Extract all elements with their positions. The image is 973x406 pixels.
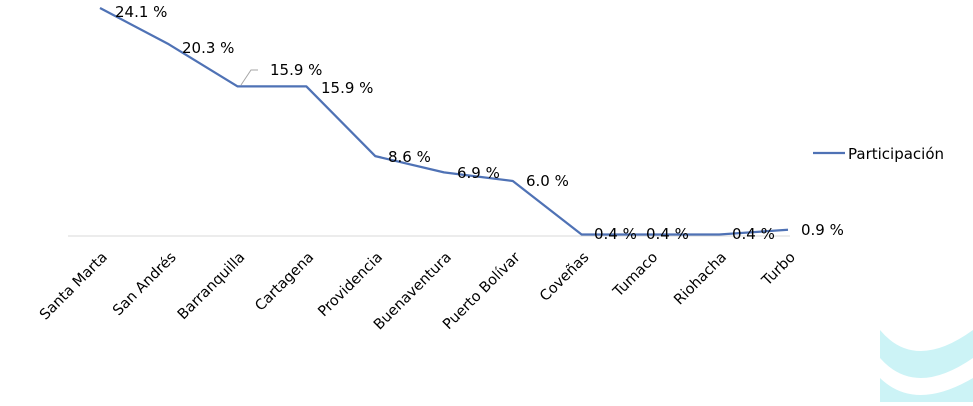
x-tick-label-10: Turbo xyxy=(759,249,799,289)
data-label-8: 0.4 % xyxy=(646,225,689,243)
decorative-wave-logo xyxy=(880,330,973,402)
x-tick-label-0: Santa Marta xyxy=(37,250,111,324)
data-label-1: 20.3 % xyxy=(182,39,234,57)
legend-label: Participación xyxy=(848,145,944,163)
data-label-10: 0.9 % xyxy=(801,221,844,239)
data-label-5: 6.9 % xyxy=(457,164,500,182)
x-tick-label-4: Providencia xyxy=(315,250,386,321)
x-tick-label-2: Barranquilla xyxy=(175,250,249,324)
data-label-6: 6.0 % xyxy=(526,172,569,190)
data-labels: 24.1 % 20.3 % 15.9 %15.9 % 8.6 % 6.9 % 6.0 % 0… xyxy=(115,3,844,243)
data-label-4: 8.6 % xyxy=(388,148,431,166)
decorative-wave-bottom xyxy=(880,378,973,402)
data-label-7: 0.4 % xyxy=(594,225,637,243)
data-label-0: 24.1 % xyxy=(115,3,167,21)
x-tick-label-1: San Andrés xyxy=(110,250,180,320)
data-label-2: 15.9 % xyxy=(270,61,322,79)
x-tick-label-9: Riohacha xyxy=(671,250,730,309)
data-label-leader-line xyxy=(241,70,258,85)
data-label-3: 15.9 % xyxy=(321,79,373,97)
legend: Participación xyxy=(813,145,944,163)
x-tick-label-7: Coveñas xyxy=(537,250,592,305)
decorative-wave-top xyxy=(880,330,973,378)
x-tick-label-3: Cartagena xyxy=(252,250,317,315)
x-tick-label-8: Tumaco xyxy=(610,249,661,300)
data-label-9: 0.4 % xyxy=(732,225,775,243)
